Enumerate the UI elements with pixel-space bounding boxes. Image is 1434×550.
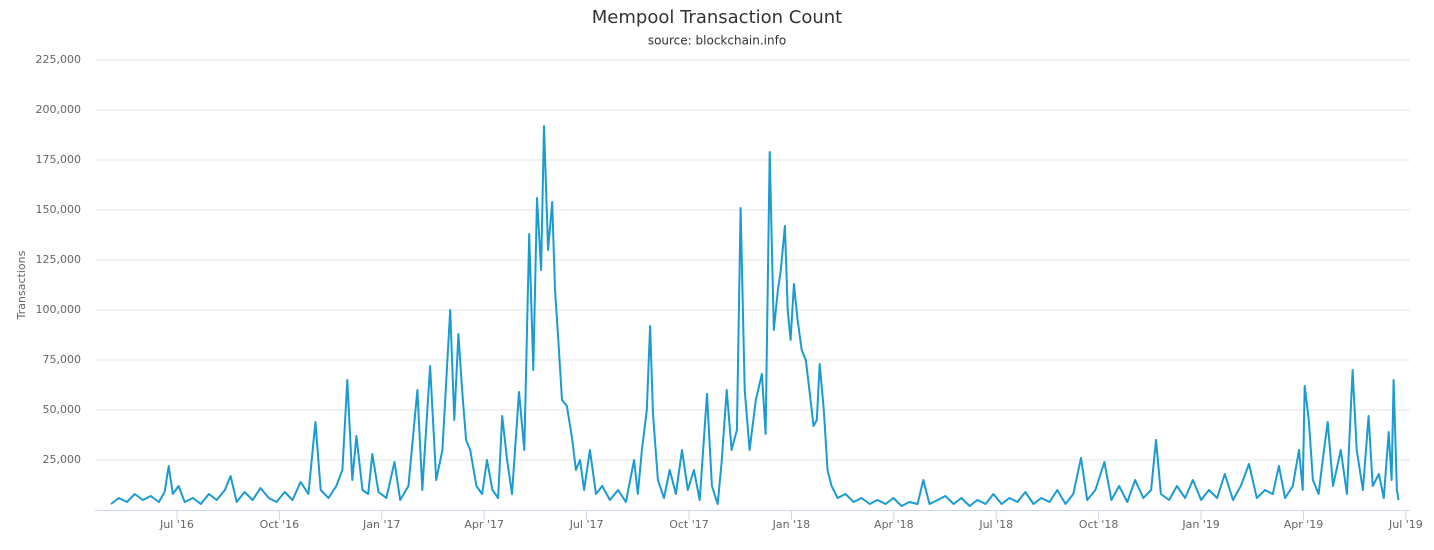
y-tick-label: 225,000 [36, 53, 82, 66]
chart-subtitle: source: blockchain.info [648, 34, 786, 48]
y-tick-label: 100,000 [36, 303, 82, 316]
x-tick-label: Jul '17 [569, 518, 604, 531]
x-tick-label: Apr '17 [464, 518, 504, 531]
x-tick-label: Oct '16 [260, 518, 300, 531]
x-tick-label: Jan '18 [772, 518, 810, 531]
x-tick-label: Jul '19 [1388, 518, 1423, 531]
y-tick-label: 25,000 [43, 453, 82, 466]
y-tick-label: 200,000 [36, 103, 82, 116]
x-tick-label: Apr '19 [1284, 518, 1324, 531]
x-tick-label: Oct '17 [669, 518, 709, 531]
x-tick-label: Jan '17 [362, 518, 400, 531]
x-tick-label: Jul '16 [159, 518, 194, 531]
y-tick-label: 125,000 [36, 253, 82, 266]
x-tick-label: Oct '18 [1079, 518, 1119, 531]
y-tick-label: 50,000 [43, 403, 82, 416]
y-tick-label: 75,000 [43, 353, 82, 366]
y-tick-label: 175,000 [36, 153, 82, 166]
x-tick-label: Jul '18 [978, 518, 1013, 531]
chart-title: Mempool Transaction Count [592, 7, 842, 28]
y-tick-label: 150,000 [36, 203, 82, 216]
data-line [110, 125, 1400, 507]
x-tick-label: Jan '19 [1181, 518, 1219, 531]
x-tick-label: Apr '18 [874, 518, 914, 531]
y-axis-label: Transactions [15, 250, 28, 320]
